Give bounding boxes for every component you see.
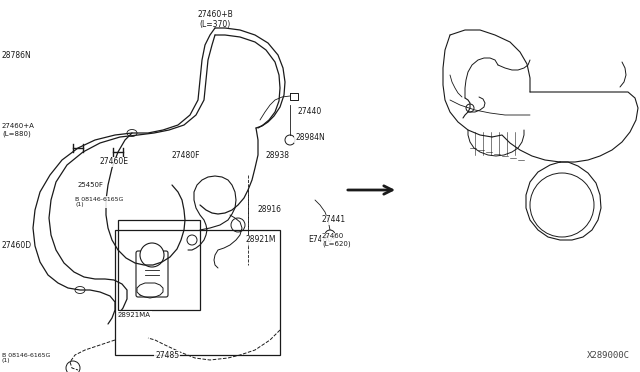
- Text: 27485: 27485: [155, 350, 179, 359]
- FancyBboxPatch shape: [136, 251, 168, 297]
- Text: B 08146-6165G
(1): B 08146-6165G (1): [2, 353, 51, 363]
- Text: 28921M: 28921M: [245, 235, 275, 244]
- Text: B 08146-6165G
(1): B 08146-6165G (1): [75, 196, 124, 208]
- Text: 28938: 28938: [265, 151, 289, 160]
- Text: E7480: E7480: [308, 235, 332, 244]
- Text: 28786N: 28786N: [2, 51, 32, 60]
- Text: 28916: 28916: [258, 205, 282, 215]
- Text: 27441: 27441: [322, 215, 346, 224]
- Text: X289000C: X289000C: [587, 351, 630, 360]
- Text: 27460E: 27460E: [100, 157, 129, 167]
- Text: 27460
(L=620): 27460 (L=620): [322, 233, 351, 247]
- Text: 27460+A
(L=880): 27460+A (L=880): [2, 123, 35, 137]
- Text: 28984N: 28984N: [295, 134, 324, 142]
- Text: 25450F: 25450F: [78, 182, 104, 188]
- Bar: [115, 230, 280, 355]
- Circle shape: [140, 243, 164, 267]
- Text: 27460D: 27460D: [2, 241, 32, 250]
- Bar: [118, 220, 200, 310]
- Text: 28921MA: 28921MA: [118, 312, 151, 318]
- Text: 27440: 27440: [298, 108, 323, 116]
- Text: 27480F: 27480F: [172, 151, 200, 160]
- Text: 27460+B
(L=370): 27460+B (L=370): [197, 10, 233, 29]
